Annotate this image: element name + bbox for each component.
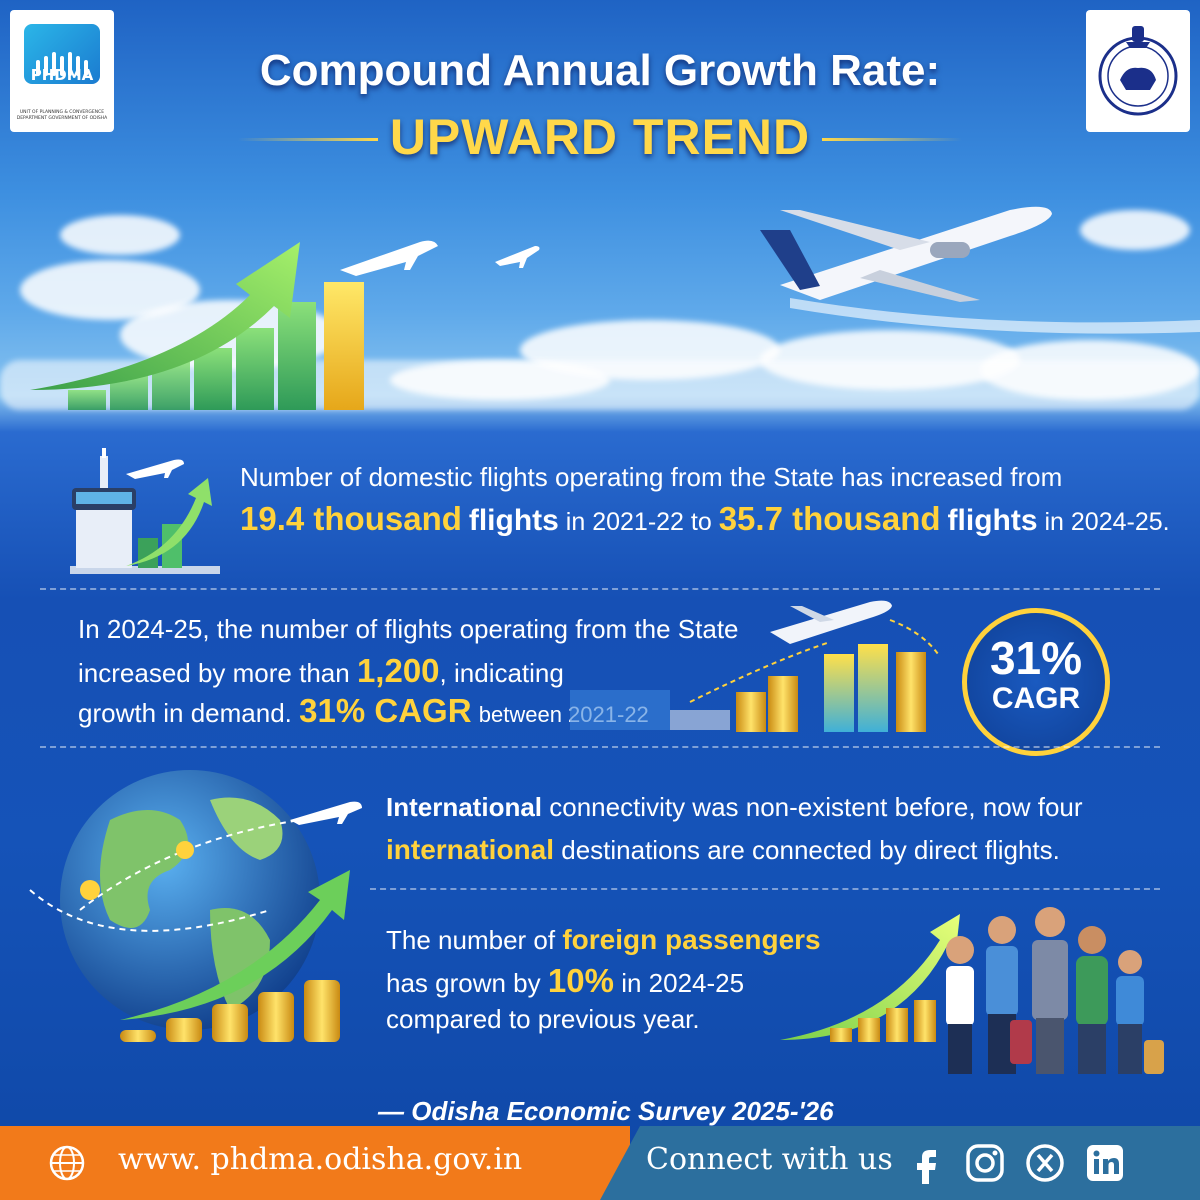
flights-increase-line2: increased by more than 1,200, indicating xyxy=(78,652,564,690)
domestic-flights-unit2: flights xyxy=(947,504,1038,537)
cloud xyxy=(1080,210,1190,250)
foreign-passengers-pre: The number of xyxy=(386,925,556,955)
large-plane-icon xyxy=(760,206,1200,334)
demand-text: growth in demand. xyxy=(78,698,292,728)
flights-increase-line1: In 2024-25, the number of flights operat… xyxy=(78,614,739,644)
foreign-passengers-line1: The number of foreign passengers xyxy=(386,924,821,956)
passengers-illustration xyxy=(780,907,1164,1074)
instagram-icon[interactable] xyxy=(964,1142,1006,1184)
globe-web-icon xyxy=(49,1145,85,1181)
flights-increase-line3: growth in demand. 31% CAGR between 2021-… xyxy=(78,692,649,730)
phdma-logo-name: PHDMA xyxy=(30,66,94,84)
growth-pre: has grown by xyxy=(386,968,541,998)
phdma-emblem-icon xyxy=(24,24,100,84)
international-line1: International connectivity was non-exist… xyxy=(386,792,1083,823)
domestic-flights-end: in 2024-25. xyxy=(1044,508,1170,536)
phdma-logo-department: UNIT OF PLANNING & CONVERGENCE DEPARTMEN… xyxy=(16,110,108,121)
section-divider xyxy=(370,888,1160,890)
odisha-seal-icon xyxy=(1098,26,1178,116)
growth-value: 10% xyxy=(547,962,614,999)
passenger-group-icon xyxy=(946,907,1164,1074)
international-destinations: destinations are connected by direct fli… xyxy=(554,835,1060,865)
domestic-flights-unit1: flights xyxy=(468,504,559,537)
international-line2: international destinations are connected… xyxy=(386,834,1060,866)
flights-increase-value: 1,200 xyxy=(356,652,440,689)
connect-with-us-label: Connect with us xyxy=(646,1142,893,1177)
x-icon[interactable] xyxy=(1024,1142,1066,1184)
section-divider xyxy=(40,588,1160,590)
globe-illustration xyxy=(29,770,362,1042)
cagr-badge-value: 31% xyxy=(989,632,1083,684)
coin-bars-illustration xyxy=(570,600,939,732)
page-title: Compound Annual Growth Rate: xyxy=(259,46,941,95)
small-plane-icon xyxy=(340,240,540,276)
international-bold: International xyxy=(386,792,543,822)
flights-increase-pre: increased by more than xyxy=(78,658,350,688)
growth-post: in 2024-25 xyxy=(621,968,745,998)
domestic-flights-values: 19.4 thousand flights in 2021-22 to 35.7… xyxy=(240,500,1170,538)
page-subtitle: UPWARD TREND xyxy=(389,109,811,165)
section-divider xyxy=(40,746,1160,748)
airport-tower-icon xyxy=(70,448,220,574)
cagr-badge-label: CAGR xyxy=(991,682,1081,715)
hero-illustration xyxy=(30,206,1200,410)
cloud xyxy=(60,215,180,255)
domestic-flights-text: Number of domestic flights operating fro… xyxy=(240,462,1062,493)
facebook-icon[interactable] xyxy=(906,1142,948,1184)
footer: www. phdma.odisha.gov.in Connect with us xyxy=(0,1126,1200,1200)
foreign-passengers-line2: has grown by 10% in 2024-25 xyxy=(386,962,744,1000)
footer-website-bar xyxy=(0,1126,630,1200)
source-citation: — Odisha Economic Survey 2025-'26 xyxy=(378,1096,834,1126)
domestic-flights-mid: in 2021-22 to xyxy=(565,508,712,536)
linkedin-icon[interactable] xyxy=(1084,1142,1126,1184)
international-highlight: international xyxy=(386,834,555,865)
domestic-flights-2021-value: 19.4 thousand xyxy=(240,500,462,537)
cagr-inline-value: 31% CAGR xyxy=(299,692,472,729)
phdma-logo: PHDMA UNIT OF PLANNING & CONVERGENCE DEP… xyxy=(10,10,114,132)
international-rest: connectivity was non-existent before, no… xyxy=(542,792,1083,822)
subtitle-left-line xyxy=(238,138,378,141)
website-link[interactable]: www. phdma.odisha.gov.in xyxy=(118,1142,523,1177)
cagr-badge: 31% CAGR xyxy=(962,608,1110,756)
flights-increase-post: , indicating xyxy=(439,658,564,688)
foreign-passengers-highlight: foreign passengers xyxy=(562,924,821,955)
domestic-flights-2024-value: 35.7 thousand xyxy=(718,500,941,537)
domestic-flights-line1: Number of domestic flights operating fro… xyxy=(240,462,1063,492)
foreign-passengers-line3: compared to previous year. xyxy=(386,1004,700,1034)
odisha-government-logo xyxy=(1086,10,1190,132)
